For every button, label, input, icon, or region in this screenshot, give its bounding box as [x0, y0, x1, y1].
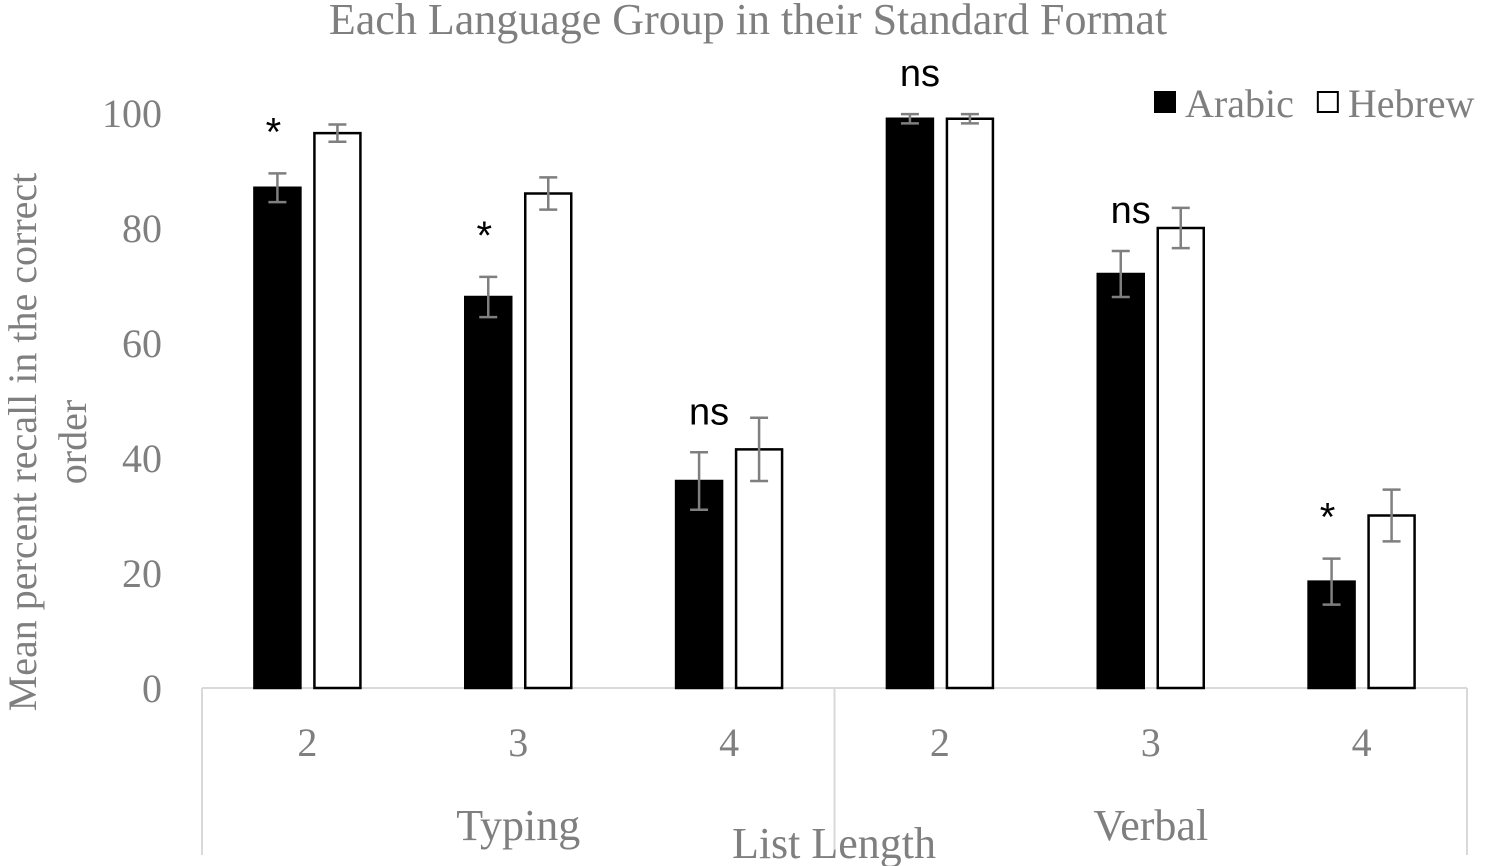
bar-hebrew [734, 448, 784, 690]
y-tick-label: 100 [102, 91, 162, 136]
bar-hebrew [1156, 226, 1205, 690]
x-tick-label: 3 [1141, 720, 1161, 765]
bar-arabic [885, 117, 935, 690]
legend-item: Arabic [1154, 81, 1294, 126]
error-bar [690, 451, 709, 511]
legend-item: Hebrew [1316, 81, 1475, 126]
y-axis-ticks: 0 20 40 60 80 100 [102, 91, 162, 711]
error-bar [900, 112, 919, 125]
y-tick-label: 40 [122, 436, 162, 481]
bar-hebrew [313, 131, 362, 690]
legend-swatch [1316, 91, 1339, 113]
bar-hebrew [524, 192, 573, 690]
error-bar [268, 172, 287, 204]
error-bar [539, 176, 558, 211]
bar-arabic [1096, 272, 1145, 690]
bar-arabic [253, 186, 302, 690]
significance-annotation: * [1320, 496, 1336, 540]
x-group-label: Typing [456, 801, 580, 850]
x-tick-label: 3 [508, 720, 528, 765]
error-bar [1382, 488, 1401, 543]
significance-annotation: ns [1111, 190, 1151, 232]
x-axis-label: List Length [732, 819, 936, 866]
x-axis-ticks: 2 3 4 2 3 4 [297, 720, 1371, 765]
legend: Arabic Hebrew [1154, 81, 1475, 126]
y-tick-label: 0 [142, 666, 162, 711]
legend-label: Hebrew [1348, 81, 1475, 126]
x-tick-label: 4 [1352, 720, 1372, 765]
legend-label: Arabic [1185, 81, 1294, 126]
y-tick-label: 60 [122, 321, 162, 366]
x-tick-label: 2 [297, 720, 317, 765]
bar-arabic [464, 295, 513, 690]
bar-hebrew [945, 117, 995, 690]
error-bar [960, 112, 979, 125]
y-axis-label-line1: Mean percent recall in the correct [0, 173, 45, 712]
error-bar [1111, 249, 1130, 299]
error-bar [1171, 206, 1190, 250]
y-tick-label: 80 [122, 206, 162, 251]
bars [253, 117, 1416, 690]
significance-annotations: * * ns ns ns * [266, 53, 1336, 539]
x-tick-label: 4 [719, 720, 739, 765]
error-bars [268, 112, 1401, 606]
legend-swatch [1154, 91, 1176, 113]
bar-hebrew [1367, 514, 1416, 690]
axis-lines [201, 687, 1468, 855]
y-tick-label: 20 [122, 551, 162, 596]
error-bar [1322, 557, 1341, 606]
y-axis-label-line2: order [50, 400, 95, 484]
error-bar [479, 275, 498, 319]
significance-annotation: ns [689, 391, 729, 433]
significance-annotation: * [476, 214, 492, 258]
x-group-label: Verbal [1093, 801, 1208, 850]
error-bar [750, 416, 769, 483]
significance-annotation: ns [900, 53, 940, 95]
significance-annotation: * [266, 110, 282, 154]
chart-title: Each Language Group in their Standard Fo… [329, 0, 1167, 44]
error-bar [328, 123, 347, 143]
bar-arabic [674, 479, 724, 690]
y-axis-label: Mean percent recall in the correct order [0, 173, 95, 712]
x-tick-label: 2 [930, 720, 950, 765]
x-group-labels: Typing Verbal [456, 801, 1208, 850]
